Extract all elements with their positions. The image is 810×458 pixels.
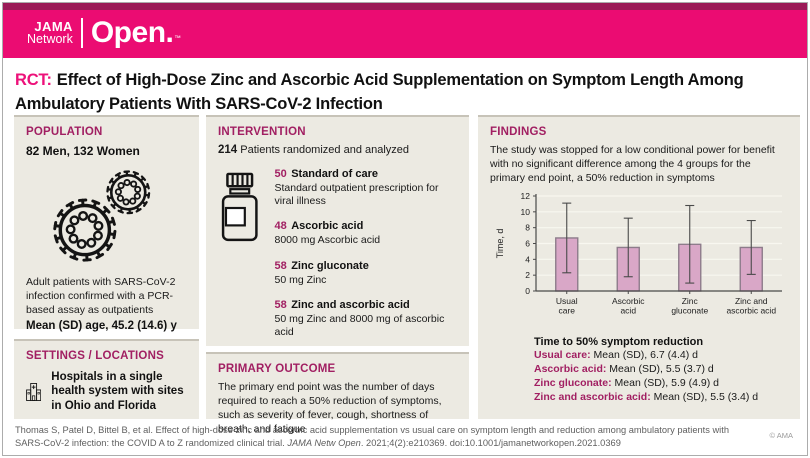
result-zinc-gluconate: Zinc gluconate: Mean (SD), 5.9 (4.9) d (534, 377, 719, 390)
svg-text:Zinc: Zinc (682, 296, 699, 306)
logo-product: Open.™ (91, 18, 181, 48)
coronavirus-icons (28, 164, 187, 270)
population-panel: POPULATION 82 Men, 132 Women Adult patie… (14, 115, 199, 332)
coronavirus-icon (53, 170, 151, 262)
svg-text:2: 2 (525, 270, 530, 280)
pill-bottle-icon (221, 172, 258, 242)
svg-text:0: 0 (525, 286, 530, 296)
logo-network: Network (27, 32, 73, 47)
findings-heading: FINDINGS (490, 126, 547, 138)
intervention-groups: 50 Standard of care Standard outpatient … (274, 164, 457, 339)
results-title: Time to 50% symptom reduction (534, 335, 704, 348)
page-title: RCT: Effect of High-Dose Zinc and Ascorbi… (3, 58, 787, 117)
bar-group-0 (555, 202, 579, 292)
primary-outcome-panel: PRIMARY OUTCOME The primary end point wa… (206, 352, 469, 435)
logo-wordmark: JAMA Network (27, 20, 73, 46)
svg-text:Time, d: Time, d (495, 228, 505, 258)
arm-zinc-and-ascorbic-acid: 58 Zinc and ascorbic acid 50 mg Zinc and… (274, 295, 457, 339)
settings-panel: SETTINGS / LOCATIONS Hospitals in a sing… (14, 339, 199, 419)
arm-n: 50 (274, 168, 287, 180)
arm-name: Zinc gluconate (291, 259, 369, 272)
logo-jama: JAMA (34, 19, 73, 34)
logo-divider (80, 18, 83, 48)
population-description: Adult patients with SARS-CoV-2 infection… (26, 276, 176, 316)
population-age: Mean (SD) age, 45.2 (14.6) y (26, 319, 177, 332)
arm-description: 50 mg Zinc and 8000 mg of ascorbic acid (274, 312, 445, 339)
copyright: © AMA (769, 431, 793, 440)
arm-description: 50 mg Zinc (274, 273, 327, 286)
intervention-total-n: 214 (218, 144, 238, 156)
svg-text:Ascorbic: Ascorbic (612, 296, 645, 306)
hospital-icon (26, 383, 42, 401)
intervention-total-label: Patients randomized and analyzed (240, 144, 410, 156)
svg-text:Usual: Usual (556, 296, 578, 306)
settings-heading: SETTINGS / LOCATIONS (26, 350, 164, 362)
svg-text:10: 10 (521, 206, 531, 216)
svg-text:4: 4 (525, 254, 530, 264)
bar-group-1 (616, 217, 640, 292)
arm-description: Standard outpatient prescription for vir… (274, 182, 439, 208)
svg-text:Zinc and: Zinc and (735, 296, 768, 306)
result-usual-care: Usual care: Mean (SD), 6.7 (4.4) d (534, 349, 699, 362)
logo-trademark: ™ (174, 35, 181, 42)
bar-group-2 (678, 204, 702, 292)
svg-text:12: 12 (521, 191, 531, 201)
intervention-total: 214 Patients randomized and analyzed (218, 144, 457, 156)
svg-text:gluconate: gluconate (671, 305, 708, 315)
bar-group-3 (739, 219, 763, 292)
citation: Thomas S, Patel D, Bittel B, et al. Effe… (15, 425, 730, 449)
arm-description: 8000 mg Ascorbic acid (274, 234, 381, 247)
top-accent-strip (3, 3, 807, 10)
arm-name: Ascorbic acid (291, 220, 364, 233)
findings-panel: FINDINGS The study was stopped for a low… (478, 115, 800, 419)
svg-text:8: 8 (525, 222, 530, 232)
arm-ascorbic-acid: 48 Ascorbic acid 8000 mg Ascorbic acid (274, 216, 457, 247)
header-band: JAMA Network Open.™ (3, 10, 807, 58)
population-summary: 82 Men, 132 Women (26, 144, 140, 158)
primary-outcome-description: The primary end point was the number of … (218, 381, 442, 435)
svg-text:ascorbic acid: ascorbic acid (726, 305, 776, 315)
arm-n: 48 (274, 220, 287, 233)
arm-n: 58 (274, 259, 287, 272)
intervention-panel: INTERVENTION 214 Patients randomized and… (206, 115, 469, 346)
findings-description: The study was stopped for a low conditio… (490, 144, 775, 184)
arm-standard-care: 50 Standard of care Standard outpatient … (274, 164, 457, 208)
intervention-heading: INTERVENTION (218, 126, 306, 138)
result-zinc-and-ascorbic-acid: Zinc and ascorbic acid: Mean (SD), 5.5 (… (534, 391, 759, 404)
findings-results: Time to 50% symptom reduction Usual care… (534, 335, 788, 405)
primary-outcome-heading: PRIMARY OUTCOME (218, 363, 336, 375)
settings-description: Hospitals in a single health system with… (51, 371, 184, 412)
rct-tag: RCT: (15, 71, 52, 89)
arm-n: 58 (274, 298, 287, 311)
arm-name: Standard of care (291, 168, 378, 180)
svg-text:acid: acid (620, 305, 636, 315)
result-ascorbic-acid: Ascorbic acid: Mean (SD), 5.5 (3.7) d (534, 363, 714, 376)
arm-name: Zinc and ascorbic acid (291, 298, 410, 311)
arm-zinc-gluconate: 58 Zinc gluconate 50 mg Zinc (274, 256, 457, 287)
population-heading: POPULATION (26, 126, 103, 138)
jama-network-open-logo: JAMA Network Open.™ (27, 18, 181, 48)
logo-open-text: Open. (90, 16, 174, 49)
title-text: Effect of High-Dose Zinc and Ascorbic Ac… (15, 71, 744, 113)
svg-text:care: care (558, 305, 575, 315)
svg-text:6: 6 (525, 238, 530, 248)
